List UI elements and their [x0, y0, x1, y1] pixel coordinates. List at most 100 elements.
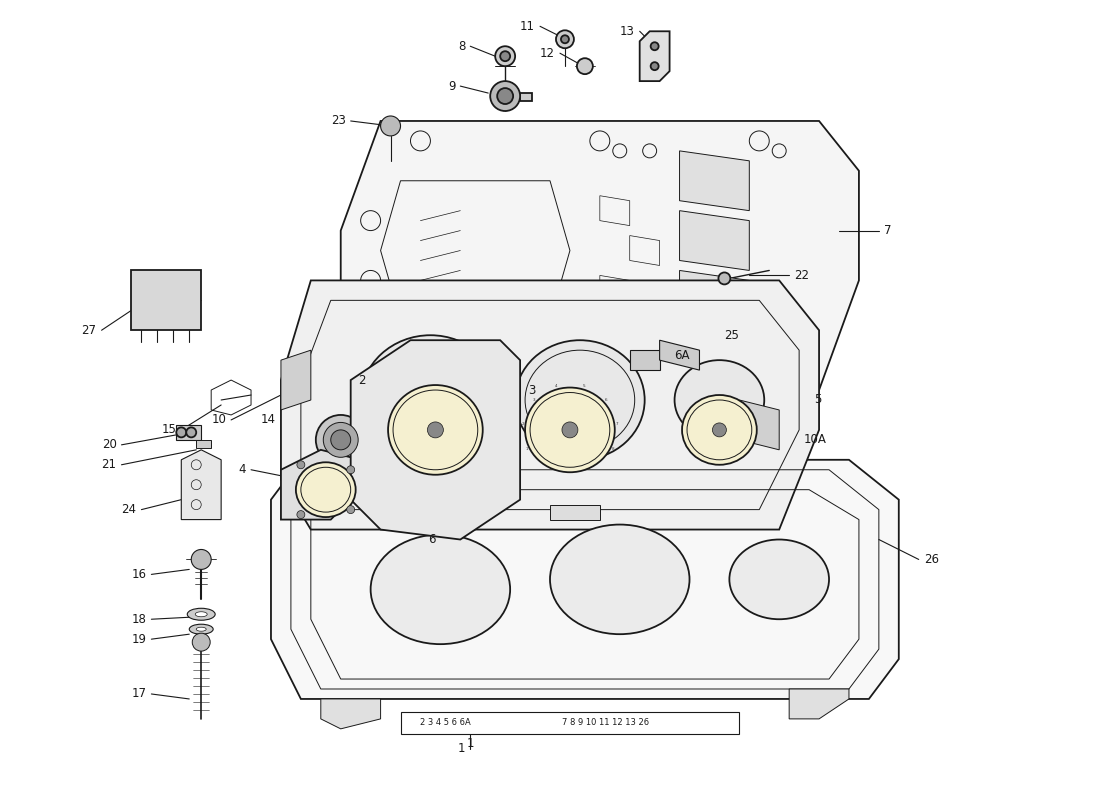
Polygon shape	[182, 450, 221, 519]
Text: eurocarparts: eurocarparts	[490, 274, 810, 486]
Polygon shape	[381, 390, 450, 440]
Text: 8: 8	[612, 447, 615, 451]
Polygon shape	[271, 460, 899, 699]
Ellipse shape	[682, 395, 757, 465]
Text: 7: 7	[883, 224, 891, 237]
Bar	[196, 440, 211, 448]
Bar	[745, 318, 759, 326]
Ellipse shape	[187, 608, 216, 620]
Circle shape	[500, 51, 510, 61]
Circle shape	[650, 62, 659, 70]
Text: 22: 22	[794, 269, 810, 282]
Polygon shape	[341, 121, 859, 390]
Circle shape	[713, 423, 726, 437]
Text: a passion for excellence since 1985: a passion for excellence since 1985	[477, 395, 722, 545]
Ellipse shape	[195, 612, 207, 617]
Text: 15: 15	[162, 423, 176, 436]
Polygon shape	[640, 31, 670, 81]
Text: 16: 16	[131, 568, 146, 581]
Text: 2: 2	[521, 422, 524, 426]
Text: 17: 17	[131, 687, 146, 701]
Text: 13: 13	[619, 25, 635, 38]
Bar	[550, 505, 600, 519]
Polygon shape	[132, 270, 201, 330]
Circle shape	[428, 422, 443, 438]
Text: ÖL-DRUCK: ÖL-DRUCK	[708, 446, 730, 450]
Circle shape	[556, 30, 574, 48]
Circle shape	[561, 35, 569, 43]
Ellipse shape	[323, 422, 359, 458]
Ellipse shape	[515, 340, 645, 460]
Text: 7 8 9 10 11 12 13 26: 7 8 9 10 11 12 13 26	[562, 718, 649, 727]
Text: 14: 14	[261, 414, 276, 426]
Ellipse shape	[525, 387, 615, 472]
Ellipse shape	[196, 627, 206, 631]
Polygon shape	[680, 210, 749, 270]
Text: 1: 1	[526, 447, 528, 451]
Ellipse shape	[189, 624, 213, 634]
Text: 8: 8	[458, 40, 465, 53]
Text: 6: 6	[428, 533, 436, 546]
Text: 6A: 6A	[674, 349, 690, 362]
Text: 3: 3	[528, 383, 535, 397]
Circle shape	[718, 273, 730, 285]
Circle shape	[576, 58, 593, 74]
Text: 2: 2	[359, 374, 365, 386]
Circle shape	[297, 510, 305, 518]
Ellipse shape	[550, 525, 690, 634]
Polygon shape	[660, 340, 700, 370]
Text: 5: 5	[582, 384, 585, 388]
Text: 24: 24	[121, 503, 136, 516]
Ellipse shape	[296, 462, 355, 517]
Circle shape	[562, 422, 578, 438]
Polygon shape	[351, 340, 520, 539]
Polygon shape	[739, 400, 779, 450]
Ellipse shape	[316, 415, 365, 465]
Text: 7: 7	[616, 422, 618, 426]
Circle shape	[192, 633, 210, 651]
Polygon shape	[321, 699, 381, 729]
Text: 3: 3	[532, 398, 535, 402]
Polygon shape	[280, 350, 311, 410]
Circle shape	[346, 506, 354, 514]
Bar	[739, 294, 759, 306]
Text: 21: 21	[101, 458, 117, 471]
Polygon shape	[789, 689, 849, 719]
Ellipse shape	[371, 534, 510, 644]
Text: 19: 19	[131, 633, 146, 646]
Text: 4: 4	[556, 384, 558, 388]
Text: 12: 12	[540, 46, 556, 60]
Text: 20: 20	[101, 438, 117, 451]
Polygon shape	[280, 281, 820, 530]
Ellipse shape	[388, 385, 483, 474]
Circle shape	[650, 42, 659, 50]
Ellipse shape	[674, 360, 764, 440]
Circle shape	[491, 81, 520, 111]
Text: 23: 23	[331, 114, 345, 127]
Text: 18: 18	[132, 613, 146, 626]
Text: 10A: 10A	[804, 434, 827, 446]
Text: 1: 1	[458, 742, 465, 755]
Circle shape	[381, 116, 400, 136]
Ellipse shape	[331, 430, 351, 450]
Text: 25: 25	[725, 329, 739, 342]
Text: PORSCHE: PORSCHE	[424, 460, 447, 464]
Text: 2 3 4 5 6 6A: 2 3 4 5 6 6A	[420, 718, 471, 727]
Text: 11: 11	[520, 20, 535, 33]
Text: VOLT: VOLT	[714, 410, 725, 414]
Polygon shape	[280, 450, 371, 519]
Text: 6: 6	[605, 398, 607, 402]
Circle shape	[176, 427, 186, 438]
Ellipse shape	[729, 539, 829, 619]
Text: 27: 27	[81, 324, 97, 337]
Circle shape	[346, 466, 354, 474]
Circle shape	[297, 461, 305, 469]
Circle shape	[495, 46, 515, 66]
Bar	[400, 712, 739, 734]
Bar	[520, 93, 532, 101]
Polygon shape	[680, 151, 749, 210]
Circle shape	[186, 427, 196, 438]
Text: 26: 26	[924, 553, 938, 566]
Polygon shape	[629, 350, 660, 370]
Circle shape	[191, 550, 211, 570]
